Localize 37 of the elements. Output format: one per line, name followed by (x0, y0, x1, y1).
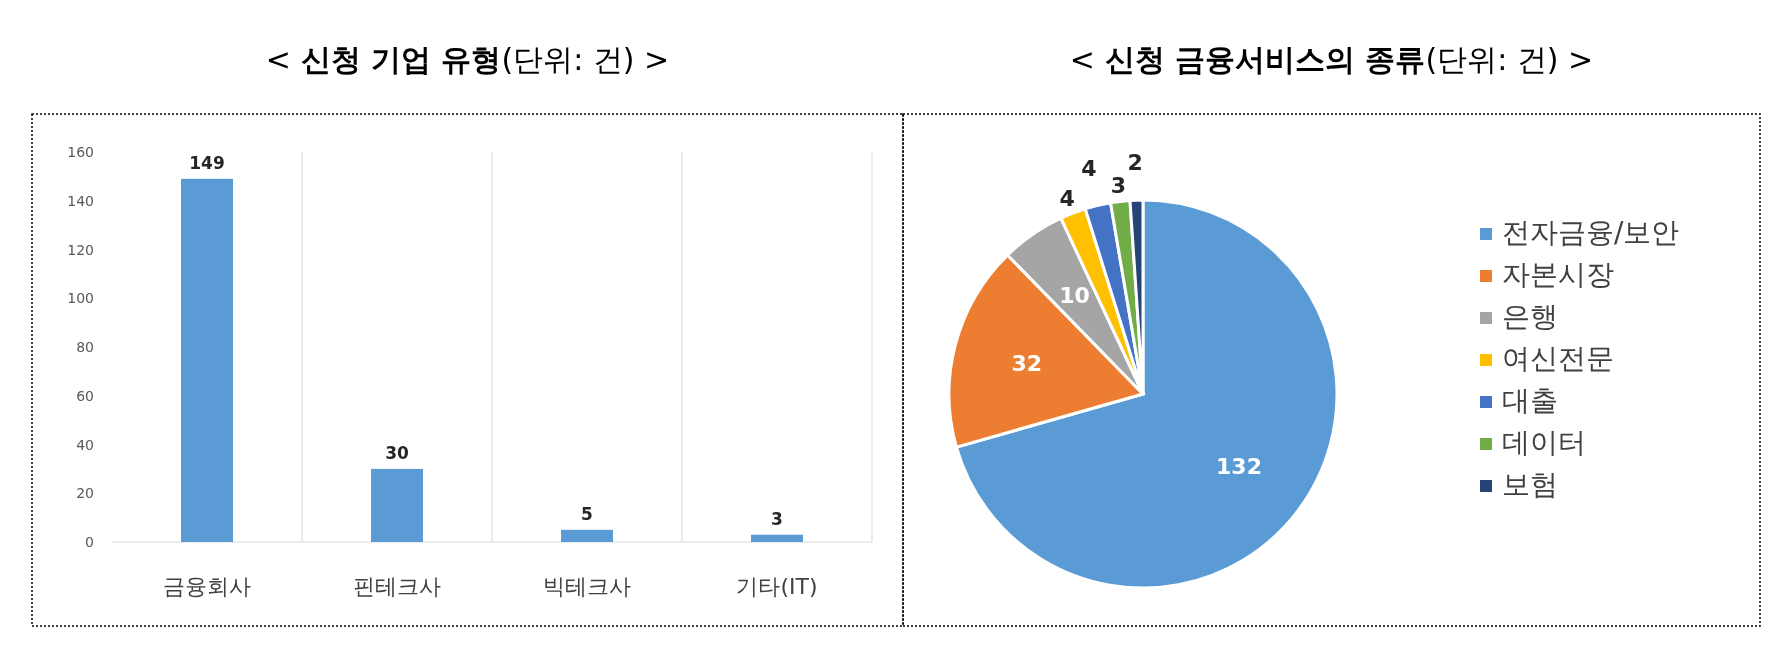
y-tick-label: 120 (67, 241, 94, 258)
y-tick-label: 60 (76, 387, 94, 404)
chart-title: < 신청 금융서비스의 종류(단위: 건) > (1069, 42, 1594, 77)
data-label: 5 (581, 503, 593, 524)
data-label: 3 (771, 508, 783, 529)
y-tick-label: 160 (67, 144, 94, 160)
legend-label: 은행 (1502, 300, 1558, 333)
y-tick-label: 140 (67, 192, 94, 209)
y-tick-label: 80 (76, 339, 94, 355)
y-tick-label: 40 (76, 436, 94, 453)
chart-title: < 신청 기업 유형(단위: 건) > (265, 42, 670, 77)
data-label: 32 (1011, 351, 1043, 377)
data-label: 30 (385, 442, 409, 463)
data-label: 3 (1110, 173, 1127, 199)
legend-label: 데이터 (1502, 426, 1586, 459)
legend-label: 대출 (1502, 384, 1558, 417)
legend-label: 자본시장 (1502, 258, 1614, 291)
x-tick-label: 금융회사 (163, 574, 251, 599)
y-tick-label: 0 (85, 534, 94, 550)
data-label: 2 (1127, 150, 1143, 176)
data-label: 149 (189, 152, 225, 173)
bar (751, 534, 803, 542)
legend-label: 보험 (1502, 468, 1558, 501)
y-tick-label: 20 (76, 485, 94, 502)
data-label: 4 (1081, 156, 1097, 182)
x-tick-label: 빅테크사 (543, 574, 631, 599)
bar (181, 178, 233, 542)
bar (371, 468, 423, 542)
x-tick-label: 기타(IT) (736, 574, 818, 599)
data-label: 4 (1059, 186, 1075, 212)
bar (561, 529, 613, 542)
data-label: 10 (1059, 283, 1090, 309)
data-label: 132 (1216, 454, 1262, 480)
x-tick-label: 핀테크사 (353, 574, 441, 599)
legend-label: 여신전문 (1502, 342, 1614, 375)
y-tick-label: 100 (67, 290, 94, 307)
legend-label: 전자금융/보안 (1502, 216, 1680, 249)
